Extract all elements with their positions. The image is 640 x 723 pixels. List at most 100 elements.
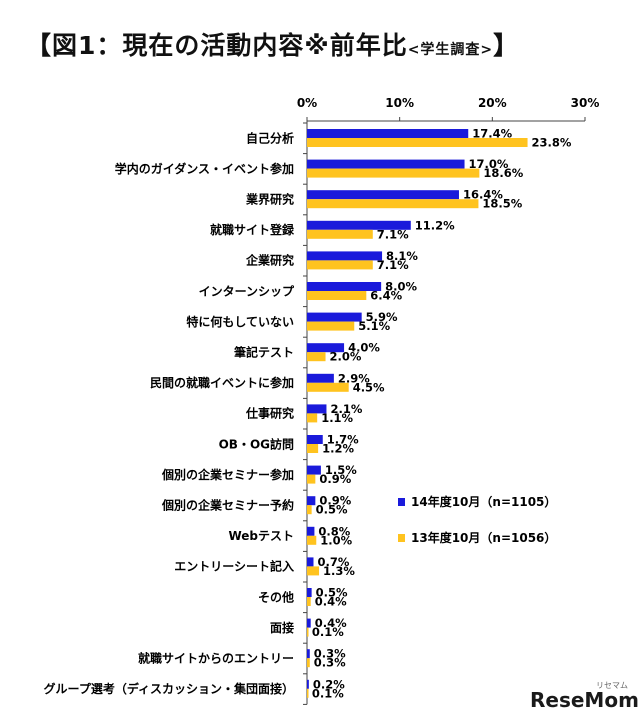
value-label-13: 18.6%	[483, 166, 523, 180]
category-label: 仕事研究	[245, 406, 294, 421]
title-sub: <学生調査>	[407, 42, 494, 58]
bar-13	[307, 291, 367, 300]
value-label-14: 0.2%	[313, 677, 345, 691]
x-tick-label: 30%	[571, 96, 600, 110]
bars: 17.4%23.8%17.0%18.6%16.4%18.5%11.2%7.1%8…	[307, 127, 572, 700]
category-label: OB・OG訪問	[219, 436, 294, 451]
resemom-logo: ReseMom	[530, 688, 639, 712]
title-close: 】	[493, 31, 520, 60]
value-label-13: 1.3%	[323, 564, 355, 578]
category-label: その他	[258, 589, 294, 604]
bar-13	[307, 321, 355, 331]
bar-14	[307, 373, 334, 383]
bar-14	[307, 526, 315, 536]
value-label-14: 11.2%	[415, 218, 455, 232]
legend-label: 13年度10月（n=1056）	[411, 530, 556, 545]
value-label-14: 8.1%	[386, 249, 418, 263]
value-label-13: 5.1%	[358, 319, 390, 333]
category-label: 企業研究	[245, 253, 294, 268]
value-label-14: 4.0%	[348, 341, 380, 355]
value-label-13: 7.1%	[377, 227, 409, 241]
value-label-13: 6.4%	[370, 289, 402, 303]
category-label: 業界研究	[245, 192, 294, 207]
bar-13	[307, 444, 319, 453]
category-label: 就職サイト登録	[210, 222, 295, 237]
value-label-14: 2.9%	[338, 371, 370, 385]
bar-14	[307, 282, 382, 291]
value-label-14: 1.5%	[325, 463, 357, 477]
value-label-13: 1.1%	[321, 411, 353, 425]
category-label: 就職サイトからのエントリー	[138, 651, 294, 666]
category-label: 自己分析	[246, 130, 294, 145]
bar-14	[307, 557, 314, 567]
category-label: 個別の企業セミナー予約	[161, 498, 294, 513]
bar-13	[307, 168, 480, 178]
value-label-14: 17.0%	[469, 157, 509, 171]
category-label: 民間の就職イベントに参加	[150, 375, 294, 390]
bar-14	[307, 190, 459, 200]
bar-14	[307, 312, 362, 322]
legend-swatch	[398, 534, 405, 542]
value-label-13: 0.1%	[312, 625, 344, 639]
value-label-13: 7.1%	[377, 258, 409, 272]
category-label: 筆記テスト	[234, 345, 294, 360]
legend-label: 14年度10月（n=1105）	[411, 494, 556, 509]
title-main: 【図1：現在の活動内容※前年比	[26, 31, 408, 60]
category-label: 学内のガイダンス・イベント参加	[115, 161, 294, 176]
value-label-14: 0.7%	[317, 555, 349, 569]
bar-14	[307, 618, 311, 628]
x-tick-label: 20%	[478, 96, 507, 110]
bar-14	[307, 251, 383, 261]
bar-13	[307, 138, 528, 147]
bar-14	[307, 496, 316, 506]
bar-14	[307, 220, 411, 230]
bar-14	[307, 435, 323, 444]
value-label-13: 0.4%	[315, 595, 347, 609]
value-label-13: 0.3%	[314, 656, 346, 670]
x-tick-label: 0%	[297, 96, 317, 110]
value-label-14: 0.3%	[314, 647, 346, 661]
bar-14	[307, 679, 309, 689]
category-label: グループ選考（ディスカッション・集団面接）	[44, 681, 294, 696]
value-label-13: 4.5%	[353, 380, 385, 394]
value-label-14: 17.4%	[472, 127, 512, 141]
value-label-14: 16.4%	[463, 188, 503, 202]
x-tick-label: 10%	[385, 96, 414, 110]
bar-13	[307, 658, 310, 668]
legend: 14年度10月（n=1105） 13年度10月（n=1056）	[398, 494, 556, 545]
resemom-logo-sub: リセマム	[596, 681, 628, 690]
bar-13	[307, 597, 311, 606]
x-axis-ticks: 0% 10% 20% 30%	[297, 96, 600, 110]
bar-13	[307, 229, 373, 239]
value-label-14: 0.8%	[318, 524, 350, 538]
value-label-13: 0.5%	[316, 503, 348, 517]
category-label: 面接	[270, 620, 294, 635]
bar-14	[307, 465, 321, 475]
value-label-13: 23.8%	[532, 136, 572, 150]
value-label-14: 5.9%	[366, 310, 398, 324]
bar-13	[307, 260, 373, 270]
bar-13	[307, 566, 320, 576]
value-label-14: 1.7%	[327, 433, 359, 447]
bar-14	[307, 404, 327, 414]
bar-13	[307, 474, 316, 484]
category-label: 個別の企業セミナー参加	[161, 467, 294, 482]
bar-13	[307, 352, 326, 362]
value-label-13: 0.1%	[312, 686, 344, 700]
bar-14	[307, 129, 469, 138]
bar-14	[307, 649, 310, 659]
bar-14	[307, 159, 465, 169]
bar-14	[307, 588, 312, 597]
bar-13	[307, 413, 318, 423]
value-label-13: 0.9%	[319, 472, 351, 486]
bar-13	[307, 199, 479, 209]
value-label-13: 18.5%	[482, 197, 522, 211]
category-label: Webテスト	[228, 529, 294, 543]
bar-13	[307, 627, 309, 637]
value-label-14: 0.4%	[315, 616, 347, 630]
category-label: インターンシップ	[199, 283, 295, 298]
bar-13	[307, 382, 349, 392]
legend-swatch	[398, 498, 405, 506]
bar-14	[307, 343, 345, 353]
